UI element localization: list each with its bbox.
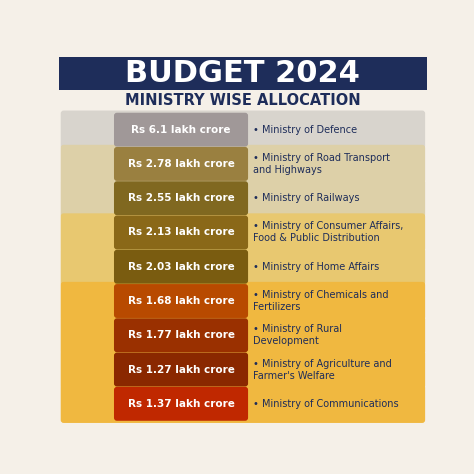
FancyBboxPatch shape	[114, 181, 248, 215]
FancyBboxPatch shape	[114, 353, 248, 386]
FancyBboxPatch shape	[114, 147, 248, 181]
Text: Rs 2.13 lakh crore: Rs 2.13 lakh crore	[128, 228, 235, 237]
FancyBboxPatch shape	[61, 282, 425, 320]
FancyBboxPatch shape	[114, 387, 248, 421]
FancyBboxPatch shape	[61, 316, 425, 355]
FancyBboxPatch shape	[61, 213, 425, 252]
Text: • Ministry of Consumer Affairs,
Food & Public Distribution: • Ministry of Consumer Affairs, Food & P…	[253, 221, 403, 244]
Text: • Ministry of Communications: • Ministry of Communications	[253, 399, 399, 409]
FancyBboxPatch shape	[59, 57, 427, 90]
Text: Rs 1.68 lakh crore: Rs 1.68 lakh crore	[128, 296, 235, 306]
FancyBboxPatch shape	[61, 350, 425, 389]
Text: MINISTRY WISE ALLOCATION: MINISTRY WISE ALLOCATION	[125, 93, 361, 108]
Text: • Ministry of Road Transport
and Highways: • Ministry of Road Transport and Highway…	[253, 153, 390, 175]
FancyBboxPatch shape	[61, 145, 425, 183]
Text: • Ministry of Railways: • Ministry of Railways	[253, 193, 360, 203]
Text: Rs 1.37 lakh crore: Rs 1.37 lakh crore	[128, 399, 235, 409]
Text: • Ministry of Defence: • Ministry of Defence	[253, 125, 357, 135]
FancyBboxPatch shape	[61, 179, 425, 218]
Text: Rs 2.78 lakh crore: Rs 2.78 lakh crore	[128, 159, 235, 169]
FancyBboxPatch shape	[114, 284, 248, 318]
FancyBboxPatch shape	[114, 113, 248, 146]
Text: • Ministry of Home Affairs: • Ministry of Home Affairs	[253, 262, 380, 272]
Text: • Ministry of Agriculture and
Farmer's Welfare: • Ministry of Agriculture and Farmer's W…	[253, 358, 392, 381]
Text: Rs 1.77 lakh crore: Rs 1.77 lakh crore	[128, 330, 235, 340]
FancyBboxPatch shape	[61, 110, 425, 149]
Text: Rs 1.27 lakh crore: Rs 1.27 lakh crore	[128, 365, 235, 374]
Text: • Ministry of Chemicals and
Fertilizers: • Ministry of Chemicals and Fertilizers	[253, 290, 389, 312]
FancyBboxPatch shape	[61, 247, 425, 286]
Text: Rs 2.03 lakh crore: Rs 2.03 lakh crore	[128, 262, 235, 272]
FancyBboxPatch shape	[114, 319, 248, 352]
FancyBboxPatch shape	[61, 385, 425, 423]
Text: Rs 6.1 lakh crore: Rs 6.1 lakh crore	[131, 125, 231, 135]
Text: BUDGET 2024: BUDGET 2024	[126, 59, 360, 88]
FancyBboxPatch shape	[114, 250, 248, 284]
Text: • Ministry of Rural
Development: • Ministry of Rural Development	[253, 324, 342, 346]
Text: Rs 2.55 lakh crore: Rs 2.55 lakh crore	[128, 193, 235, 203]
FancyBboxPatch shape	[114, 216, 248, 249]
